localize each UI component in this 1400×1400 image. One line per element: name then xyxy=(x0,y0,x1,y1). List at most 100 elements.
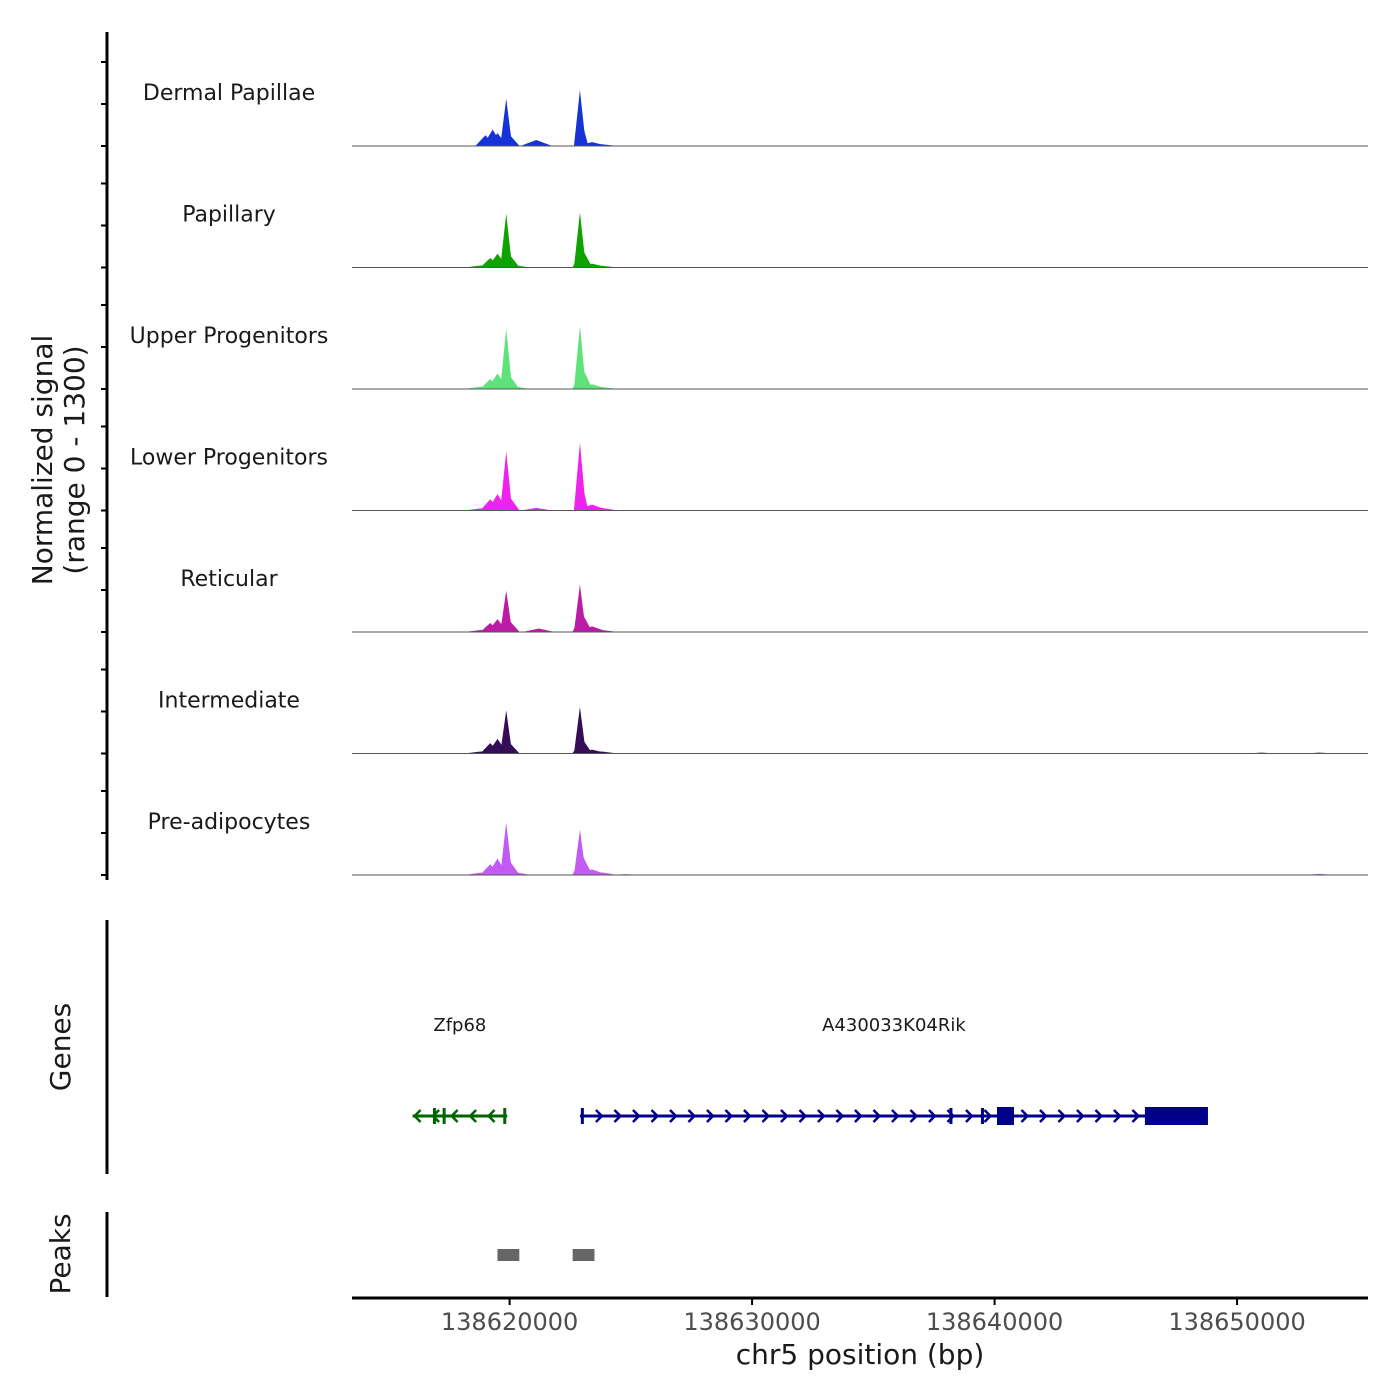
track-label: Reticular xyxy=(180,567,278,592)
strand-arrow xyxy=(743,1109,752,1123)
signal-peak xyxy=(522,628,555,632)
signal-peak xyxy=(499,496,520,511)
signal-track: Lower Progenitors xyxy=(130,442,1368,511)
gene-label: Zfp68 xyxy=(433,1015,486,1036)
strand-arrow xyxy=(595,1109,604,1123)
signal-peak xyxy=(499,742,520,754)
gene: Zfp68 xyxy=(412,1015,508,1124)
signal-peak xyxy=(576,484,589,511)
signal-peak xyxy=(500,213,513,268)
signal-peak xyxy=(498,265,531,268)
signal-peak xyxy=(572,248,593,268)
signal-peak xyxy=(520,507,553,511)
signal-peak xyxy=(520,139,553,146)
signal-peak xyxy=(498,386,531,389)
peak-region xyxy=(497,1249,520,1261)
strand-arrow xyxy=(854,1109,863,1123)
exon-block xyxy=(997,1107,1014,1125)
strand-arrow xyxy=(872,1109,882,1123)
strand-arrow xyxy=(632,1109,641,1123)
strand-arrow xyxy=(449,1109,459,1123)
signal-track: Dermal Papillae xyxy=(143,81,1368,147)
signal-track: Upper Progenitors xyxy=(130,324,1368,390)
signal-track: Pre-adipocytes xyxy=(148,810,1368,876)
strand-arrow xyxy=(761,1109,771,1123)
signal-track: Intermediate xyxy=(158,689,1368,754)
strand-arrow xyxy=(1113,1109,1122,1123)
track-label: Pre-adipocytes xyxy=(148,810,311,835)
strand-arrow xyxy=(650,1109,660,1123)
gene: A430033K04Rik xyxy=(579,1015,1208,1125)
signal-peak xyxy=(585,507,618,511)
signal-tracks: Dermal Papillae Papillary Upper Progenitor… xyxy=(130,81,1368,876)
signal-peak xyxy=(500,451,513,511)
strand-arrow xyxy=(1094,1109,1104,1123)
strand-arrow xyxy=(412,1109,422,1123)
strand-arrow xyxy=(468,1109,478,1123)
signal-peak xyxy=(572,367,593,389)
signal-peak xyxy=(576,123,589,146)
gene-label: A430033K04Rik xyxy=(822,1015,966,1036)
strand-arrow xyxy=(835,1109,845,1123)
track-label: Papillary xyxy=(182,203,276,228)
x-axis: 138620000 138630000 138640000 138650000 xyxy=(352,1296,1368,1336)
track-label: Dermal Papillae xyxy=(143,81,315,106)
strand-arrow xyxy=(909,1109,919,1123)
strand-arrow xyxy=(1168,1109,1178,1123)
strand-arrow xyxy=(1039,1109,1048,1123)
signal-peak xyxy=(500,328,513,389)
signal-peak xyxy=(499,134,520,146)
strand-arrow xyxy=(946,1109,956,1123)
signal-y-axis-label: Normalized signal xyxy=(26,335,59,586)
genes-y-axis-label: Genes xyxy=(44,1003,77,1091)
signal-y-axis xyxy=(101,32,109,880)
peak-region-track xyxy=(497,1249,595,1261)
signal-y-axis-range-label: (range 0 - 1300) xyxy=(58,345,91,574)
strand-arrow xyxy=(983,1109,993,1123)
signal-peak xyxy=(499,375,520,389)
strand-arrow xyxy=(687,1109,697,1123)
strand-arrow xyxy=(965,1109,974,1123)
x-tick-label: 138630000 xyxy=(683,1308,820,1336)
strand-arrow xyxy=(1131,1109,1141,1123)
strand-arrow xyxy=(798,1109,808,1123)
x-tick-label: 138620000 xyxy=(441,1308,578,1336)
strand-arrow xyxy=(817,1109,826,1123)
strand-arrow xyxy=(1002,1109,1011,1123)
strand-arrow xyxy=(780,1109,789,1123)
strand-arrow xyxy=(1076,1109,1085,1123)
signal-peak xyxy=(572,613,593,632)
strand-arrow xyxy=(928,1109,937,1123)
signal-peak xyxy=(499,254,520,268)
peak-region xyxy=(572,1249,595,1261)
strand-arrow xyxy=(431,1109,441,1123)
track-label: Intermediate xyxy=(158,689,300,714)
signal-peak xyxy=(499,620,520,632)
strand-arrow xyxy=(1057,1109,1067,1123)
track-label: Upper Progenitors xyxy=(130,324,329,349)
strand-arrow xyxy=(669,1109,678,1123)
signal-peak xyxy=(572,738,593,754)
signal-peak xyxy=(498,871,531,875)
signal-peak xyxy=(585,872,618,875)
strand-arrow xyxy=(706,1109,715,1123)
x-tick-label: 138650000 xyxy=(1168,1308,1305,1336)
signal-track: Papillary xyxy=(182,203,1368,268)
signal-peak xyxy=(500,710,513,754)
strand-arrow xyxy=(486,1109,496,1123)
x-axis-label: chr5 position (bp) xyxy=(736,1338,985,1371)
signal-peak xyxy=(500,98,513,146)
peaks-y-axis-label: Peaks xyxy=(44,1213,77,1294)
strand-arrow xyxy=(724,1109,734,1123)
gene-track: Zfp68 A430033K04Rik xyxy=(412,1015,1208,1125)
strand-arrow xyxy=(891,1109,900,1123)
strand-arrow xyxy=(613,1109,623,1123)
track-label: Lower Progenitors xyxy=(130,446,328,471)
signal-track: Reticular xyxy=(180,567,1368,633)
strand-arrow xyxy=(1150,1109,1159,1123)
signal-peak xyxy=(572,855,593,875)
strand-arrow xyxy=(1020,1109,1030,1123)
signal-peak xyxy=(499,860,520,875)
strand-arrow xyxy=(1187,1109,1196,1123)
